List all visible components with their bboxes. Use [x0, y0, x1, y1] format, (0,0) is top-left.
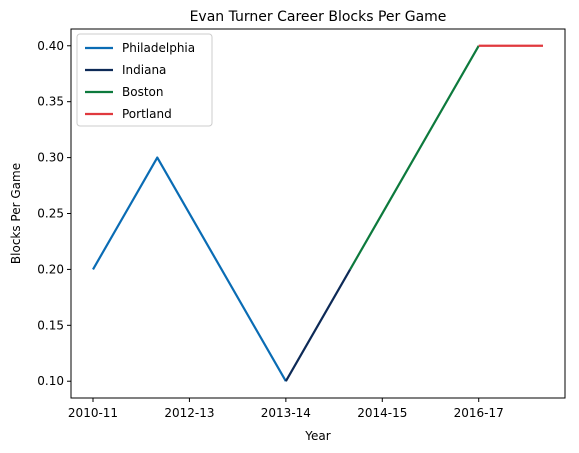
y-tick-label: 0.40	[37, 39, 64, 53]
legend: Philadelphia Indiana Boston Portland	[77, 34, 212, 126]
legend-label-boston: Boston	[122, 85, 163, 99]
x-tick-label: 2016-17	[454, 406, 504, 420]
y-axis-label: Blocks Per Game	[9, 163, 23, 264]
x-axis-label: Year	[304, 429, 330, 443]
y-axis: 0.10 0.15 0.20 0.25 0.30 0.35 0.40	[37, 39, 71, 388]
x-axis: 2010-11 2012-13 2013-14 2014-15 2016-17	[68, 398, 504, 420]
x-tick-label: 2010-11	[68, 406, 118, 420]
legend-label-philadelphia: Philadelphia	[122, 41, 195, 55]
y-tick-label: 0.25	[37, 207, 64, 221]
series-line-indiana	[286, 269, 350, 381]
legend-label-indiana: Indiana	[122, 63, 166, 77]
x-tick-label: 2012-13	[164, 406, 214, 420]
y-tick-label: 0.15	[37, 318, 64, 332]
legend-label-portland: Portland	[122, 107, 172, 121]
series-line-philadelphia	[93, 158, 286, 382]
x-tick-label: 2013-14	[261, 406, 311, 420]
y-tick-label: 0.30	[37, 151, 64, 165]
chart-title: Evan Turner Career Blocks Per Game	[190, 9, 447, 25]
series-line-boston	[350, 46, 479, 270]
x-tick-label: 2014-15	[357, 406, 407, 420]
y-tick-label: 0.20	[37, 262, 64, 276]
y-tick-label: 0.10	[37, 374, 64, 388]
y-tick-label: 0.35	[37, 95, 64, 109]
